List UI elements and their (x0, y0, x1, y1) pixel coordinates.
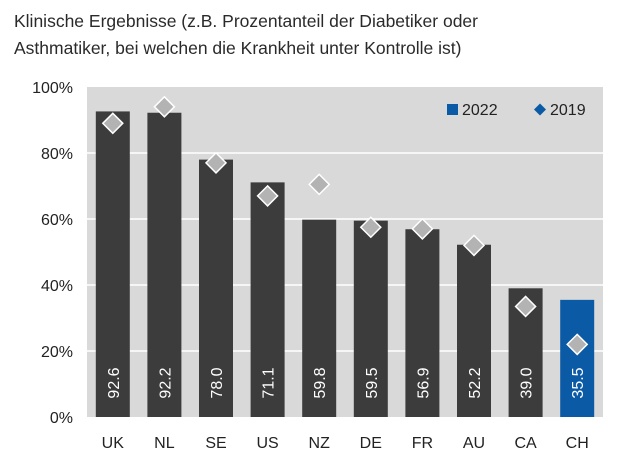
bar-value-label: 92.6 (106, 367, 123, 398)
chart-title-line-2: Asthmatiker, bei welchen die Krankheit u… (14, 38, 462, 58)
x-tick-label: CA (514, 435, 537, 452)
x-tick-label: NL (154, 435, 175, 452)
marker-2019 (462, 234, 486, 257)
bar-value-label: 52.2 (467, 367, 484, 398)
x-tick-label: CH (566, 435, 589, 452)
marker-2019 (514, 295, 537, 318)
chart-title: Klinische Ergebnisse (z.B. Prozentanteil… (14, 8, 624, 62)
bar-2022 (405, 229, 440, 417)
bar-2022 (147, 112, 182, 418)
y-tick-label: 20% (41, 344, 73, 361)
x-tick-label: FR (412, 435, 433, 452)
marker-2019 (153, 95, 176, 118)
bar-value-label: 39.0 (519, 367, 536, 398)
x-tick-label: SE (205, 435, 226, 452)
x-tick-label: NZ (309, 435, 331, 452)
marker-2019 (256, 184, 279, 207)
y-tick-label: 100% (32, 80, 73, 97)
legend-swatch-2019 (534, 103, 546, 116)
x-tick-label: AU (463, 435, 485, 452)
bar-value-label: 35.5 (570, 367, 587, 398)
bar-value-label: 71.1 (261, 367, 278, 398)
marker-2019 (566, 333, 589, 356)
marker-2019 (204, 151, 228, 174)
legend-label-2022: 2022 (462, 102, 498, 119)
y-tick-label: 0% (50, 410, 73, 427)
y-tick-label: 40% (41, 278, 73, 295)
x-tick-label: DE (360, 435, 382, 452)
x-tick-label: UK (102, 435, 125, 452)
bar-2022 (560, 299, 595, 417)
bar-2022 (95, 111, 130, 418)
bar-2022 (250, 182, 285, 417)
marker-2019 (308, 173, 331, 196)
bar-value-label: 56.9 (415, 367, 432, 398)
bar-value-label: 92.2 (157, 367, 174, 398)
marker-2019 (101, 112, 124, 135)
marker-2019 (359, 216, 382, 239)
y-tick-label: 60% (41, 212, 73, 229)
bar-value-label: 78.0 (209, 367, 226, 398)
bar-2022 (199, 159, 233, 417)
legend-swatch-2022 (447, 104, 458, 115)
bar-2022 (353, 220, 388, 417)
bar-value-label: 59.8 (312, 367, 329, 398)
bar-2022 (457, 244, 491, 417)
bar-value-label: 59.5 (364, 367, 381, 398)
x-tick-label: US (256, 435, 278, 452)
bar-2022 (302, 219, 337, 417)
chart-title-line-1: Klinische Ergebnisse (z.B. Prozentanteil… (14, 11, 478, 31)
y-tick-label: 80% (41, 146, 73, 163)
legend-label-2019: 2019 (550, 102, 586, 119)
marker-2019 (411, 217, 434, 240)
